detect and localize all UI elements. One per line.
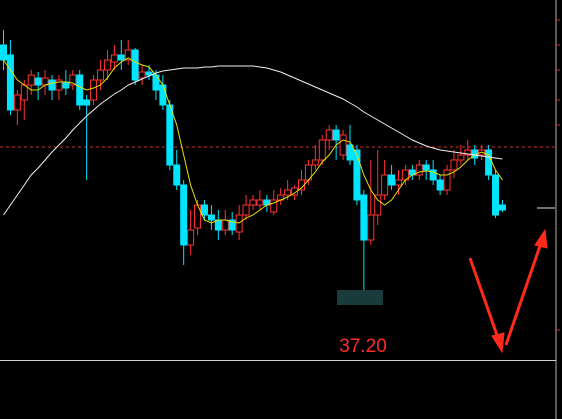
candle-body <box>457 154 465 161</box>
candle-body <box>360 194 368 241</box>
candle-body <box>48 79 56 91</box>
candle-body <box>249 199 257 206</box>
arrow-head <box>534 228 548 249</box>
candle-body <box>110 54 118 63</box>
candle-body <box>422 164 430 171</box>
candle-body <box>97 69 105 81</box>
candle-body <box>346 144 354 161</box>
moving-average-line <box>3 65 503 216</box>
candle-body <box>103 59 111 71</box>
candle-body <box>145 71 153 76</box>
candle-body <box>138 71 146 79</box>
candle-body <box>492 174 500 216</box>
arrow-line <box>504 242 543 346</box>
candle-body <box>200 204 208 216</box>
candle-body <box>187 229 195 246</box>
candle-body <box>124 49 132 61</box>
candle-body <box>388 174 396 186</box>
arrow-head <box>491 332 505 354</box>
candle-body <box>256 199 264 206</box>
candle-body <box>62 81 70 89</box>
axis-ticks <box>556 19 560 331</box>
candle-body <box>221 219 229 231</box>
low-annotation: 37.20 <box>339 336 387 357</box>
candle-body <box>318 139 326 161</box>
moving-average-line <box>3 57 503 224</box>
candle-body <box>270 199 278 213</box>
candle-body <box>180 184 188 246</box>
candle-body <box>374 194 382 216</box>
candle-body <box>242 204 250 216</box>
candle-body <box>0 44 7 61</box>
candle-body <box>291 187 299 196</box>
candle-body <box>325 129 333 141</box>
candle-body <box>90 79 98 101</box>
candle-body <box>117 54 125 61</box>
candle-body <box>498 204 506 211</box>
candle-body <box>353 149 361 201</box>
arrows <box>468 228 548 354</box>
candle-body <box>207 214 215 221</box>
candle-body <box>415 164 423 176</box>
candle-body <box>20 84 28 101</box>
candle-body <box>367 214 375 241</box>
candle-body <box>173 164 181 186</box>
candle-body <box>55 79 63 91</box>
candle-body <box>69 74 77 86</box>
candle-body <box>339 134 347 156</box>
candle-body <box>311 159 319 166</box>
candle-body <box>27 74 35 86</box>
candle-body <box>83 99 91 106</box>
arrow-line <box>468 257 500 339</box>
candle-body <box>332 129 340 141</box>
candle-body <box>34 77 42 86</box>
candle-body <box>76 74 84 106</box>
candle-body <box>443 169 451 191</box>
candle-body <box>159 84 167 106</box>
candle-body <box>228 219 236 231</box>
candle-body <box>429 169 437 181</box>
candle-body <box>6 54 14 111</box>
candle-body <box>214 219 222 231</box>
blurred-label <box>337 290 383 305</box>
candle-body <box>131 49 139 81</box>
candle-body <box>381 174 389 196</box>
candle-body <box>13 94 21 111</box>
candle-body <box>166 104 174 166</box>
candle-body <box>395 179 403 186</box>
candle-body <box>436 179 444 191</box>
candle-body <box>284 189 292 196</box>
candle-body <box>450 159 458 171</box>
candle-body <box>464 149 472 156</box>
